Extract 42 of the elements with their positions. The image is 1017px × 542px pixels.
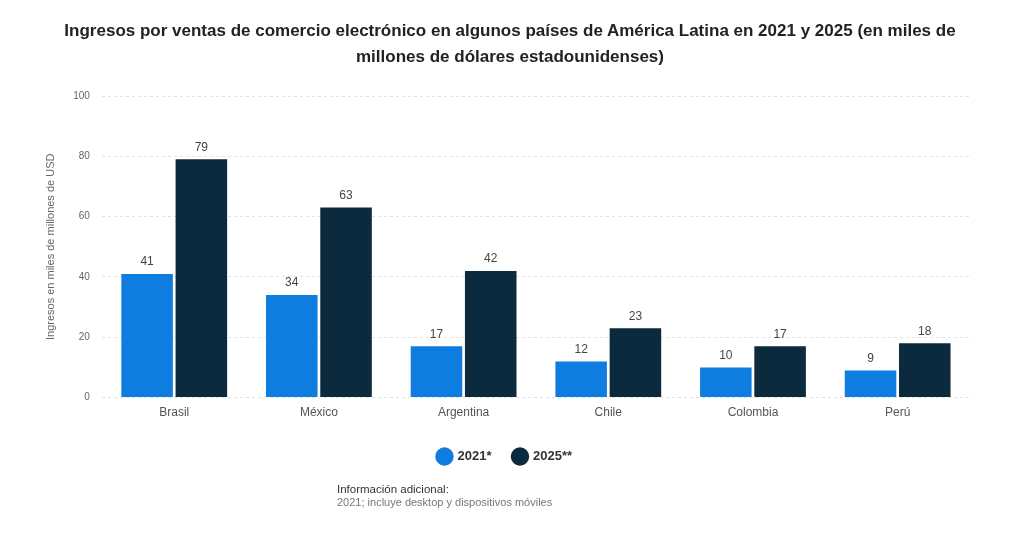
bar <box>175 159 228 398</box>
legend-label: 2021* <box>457 448 493 464</box>
y-tick-label: 60 <box>78 210 91 222</box>
data-label: 41 <box>140 254 155 269</box>
text: Información adicional: <box>337 483 450 496</box>
y-tick-label: 100 <box>73 89 91 101</box>
data-label: 79 <box>194 139 209 154</box>
data-label: 18 <box>918 323 932 338</box>
x-tick-label: Argentina <box>437 405 490 420</box>
bar <box>555 361 607 398</box>
data-label: 63 <box>339 187 354 202</box>
legend-label: 2025** <box>532 448 573 464</box>
bar <box>899 343 951 398</box>
x-tick-label: Chile <box>594 405 623 420</box>
bar <box>320 207 372 398</box>
data-label: 17 <box>773 326 788 341</box>
bar <box>609 328 662 398</box>
y-tick-label: 80 <box>78 150 91 162</box>
y-tick-label: 20 <box>78 331 91 343</box>
x-tick-label: México <box>299 405 339 420</box>
data-label: 17 <box>429 326 444 341</box>
x-tick-label: Perú <box>884 405 911 420</box>
x-tick-label: Colombia <box>727 405 779 420</box>
x-tick-label: Brasil <box>159 405 190 420</box>
y-tick-label: 40 <box>78 270 91 282</box>
bar <box>121 273 173 398</box>
data-label: 42 <box>484 251 498 266</box>
bar <box>754 346 806 398</box>
data-label: 34 <box>285 275 299 290</box>
y-tick-label: 0 <box>84 391 91 403</box>
y-axis-title: Ingresos en miles de millones de USD <box>43 153 56 341</box>
chart-title: Ingresos por ventas de comercio electrónico en algunos países de América Latina en 2021 y 2025 (en miles de millones de dólares estadounidenses) <box>63 20 957 68</box>
data-label: 10 <box>719 347 733 362</box>
data-label: 9 <box>867 350 875 365</box>
data-label: 23 <box>628 308 643 323</box>
bar <box>410 346 463 398</box>
bar <box>266 295 318 398</box>
bar <box>464 270 517 398</box>
data-label: 12 <box>574 341 589 356</box>
bar <box>844 370 897 398</box>
text: 2021; incluye desktop y dispositivos móviles <box>337 496 553 509</box>
bar <box>700 367 752 398</box>
